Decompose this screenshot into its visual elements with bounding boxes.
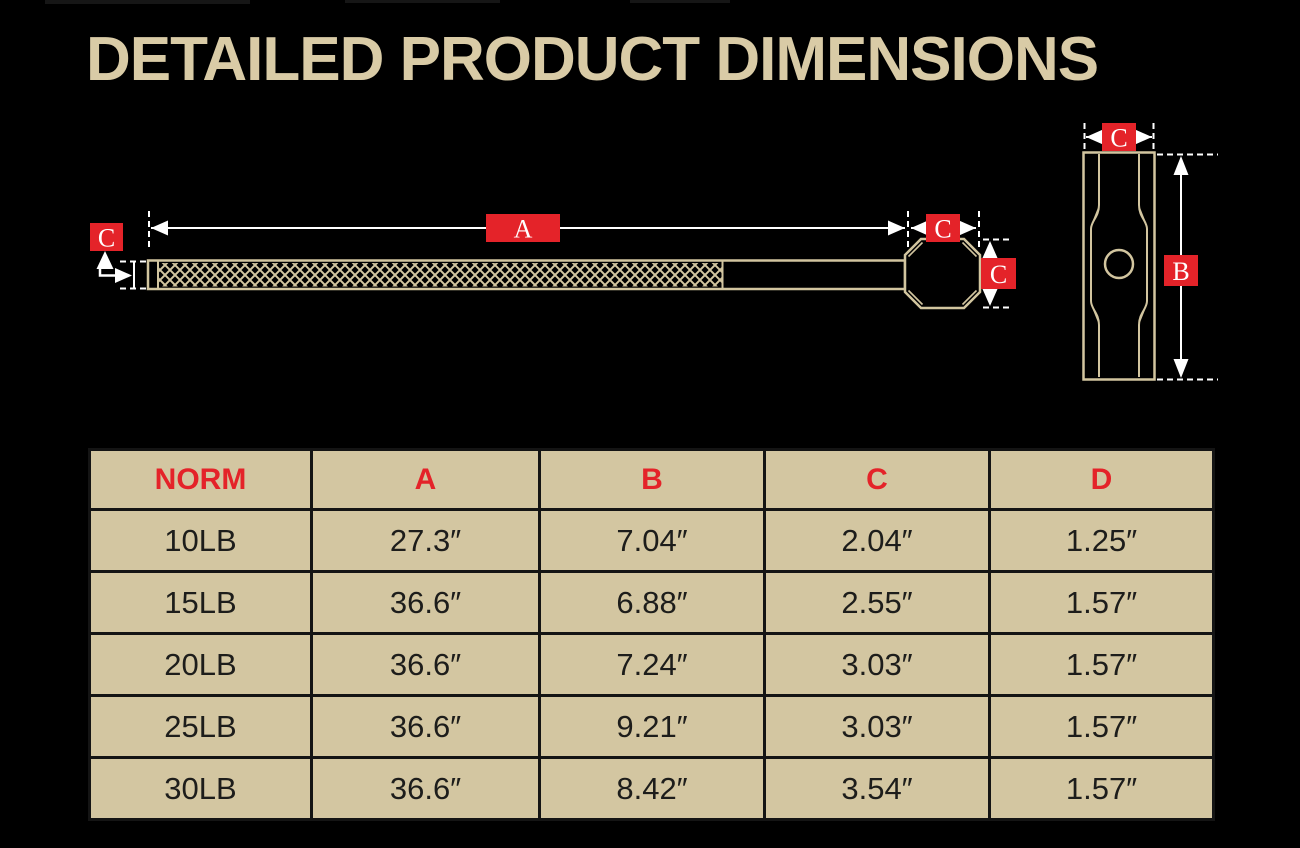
- cell-norm: 20LB: [88, 632, 313, 697]
- dim-label-head-height: C: [990, 260, 1007, 289]
- cell-b: 7.04″: [538, 508, 766, 573]
- head-front-outline: [1082, 151, 1156, 381]
- cell-a: 36.6″: [310, 632, 541, 697]
- arrowhead-right: [1135, 129, 1152, 145]
- hammer-side-view: [146, 237, 982, 310]
- dim-label-front-width: C: [1110, 124, 1127, 153]
- cell-a: 36.6″: [310, 570, 541, 635]
- arrowhead-right: [115, 268, 132, 283]
- dim-label-head-width: C: [934, 215, 951, 244]
- page-title: DETAILED PRODUCT DIMENSIONS: [86, 25, 1099, 94]
- cell-a: 27.3″: [310, 508, 541, 573]
- cell-norm: 15LB: [88, 570, 313, 635]
- arrowhead-left: [1086, 129, 1103, 145]
- arrowhead-right: [888, 220, 905, 236]
- col-header-b: B: [538, 448, 766, 511]
- cell-d: 1.25″: [988, 508, 1215, 573]
- dim-head-width: C: [911, 211, 980, 247]
- dim-label-box: [486, 214, 560, 242]
- cell-b: 7.24″: [538, 632, 766, 697]
- table-row: 25LB 36.6″ 9.21″ 3.03″ 1.57″: [88, 694, 1215, 759]
- cell-d: 1.57″: [988, 570, 1215, 635]
- col-header-d: D: [988, 448, 1215, 511]
- cell-norm: 10LB: [88, 508, 313, 573]
- leader-line: [98, 268, 117, 277]
- cell-b: 6.88″: [538, 570, 766, 635]
- cell-c: 3.54″: [763, 756, 991, 821]
- dim-label-box: [1102, 123, 1136, 151]
- dim-label-box: [1164, 255, 1198, 286]
- dimensions-table: NORM A B C D 10LB 27.3″ 7.04″ 2.04″ 1.25…: [88, 448, 1215, 821]
- cell-d: 1.57″: [988, 756, 1215, 821]
- arrowhead-right: [959, 220, 976, 236]
- table-row: 15LB 36.6″ 6.88″ 2.55″ 1.57″: [88, 570, 1215, 635]
- dim-label-A: A: [514, 215, 533, 244]
- cell-c: 2.55″: [763, 570, 991, 635]
- dim-front-height: B: [1157, 153, 1218, 381]
- table-row: 10LB 27.3″ 7.04″ 2.04″ 1.25″: [88, 508, 1215, 573]
- arrowhead-up: [982, 241, 998, 258]
- cell-d: 1.57″: [988, 632, 1215, 697]
- arrowhead-down: [982, 289, 998, 306]
- arrowhead-down: [1173, 359, 1189, 378]
- cell-b: 8.42″: [538, 756, 766, 821]
- dim-label-box: [90, 223, 123, 251]
- arrowhead-up: [1173, 156, 1189, 175]
- dim-label-handle: C: [98, 224, 115, 253]
- col-header-norm: NORM: [88, 448, 313, 511]
- cell-b: 9.21″: [538, 694, 766, 759]
- dim-front-width: C: [1083, 123, 1155, 153]
- hammer-front-view: [1082, 151, 1156, 381]
- cell-a: 36.6″: [310, 756, 541, 821]
- head-front-right-facet: [1138, 154, 1148, 377]
- head-chamfer-detail: [907, 241, 978, 306]
- crop-artifact: [630, 0, 730, 3]
- dim-label-box: [926, 214, 960, 242]
- table-row: 30LB 36.6″ 8.42″ 3.54″ 1.57″: [88, 756, 1215, 821]
- col-header-a: A: [310, 448, 541, 511]
- dim-label-box: [981, 258, 1016, 289]
- dim-label-front-height: B: [1172, 257, 1189, 286]
- crop-artifact: [345, 0, 500, 3]
- arrowhead-left: [151, 220, 168, 236]
- table-row: 20LB 36.6″ 7.24″ 3.03″ 1.57″: [88, 632, 1215, 697]
- cell-c: 3.03″: [763, 694, 991, 759]
- hammer-head-side: [903, 237, 982, 310]
- arrowhead-left: [911, 220, 928, 236]
- cell-a: 36.6″: [310, 694, 541, 759]
- col-header-c: C: [763, 448, 991, 511]
- cell-c: 2.04″: [763, 508, 991, 573]
- cell-c: 3.03″: [763, 632, 991, 697]
- facet-seam-detail: [1090, 206, 1148, 324]
- dim-head-height: C: [981, 238, 1016, 309]
- crop-artifact: [45, 0, 250, 4]
- dim-handle-thickness: C: [90, 223, 146, 290]
- head-front-left-facet: [1090, 154, 1100, 377]
- arrowhead-up: [96, 251, 114, 269]
- cell-d: 1.57″: [988, 694, 1215, 759]
- cell-norm: 30LB: [88, 756, 313, 821]
- dim-overall-length: A: [148, 211, 909, 247]
- eye-hole: [1103, 248, 1135, 280]
- handle-grip-hatch: [158, 263, 722, 287]
- cell-norm: 25LB: [88, 694, 313, 759]
- table-header-row: NORM A B C D: [88, 448, 1215, 511]
